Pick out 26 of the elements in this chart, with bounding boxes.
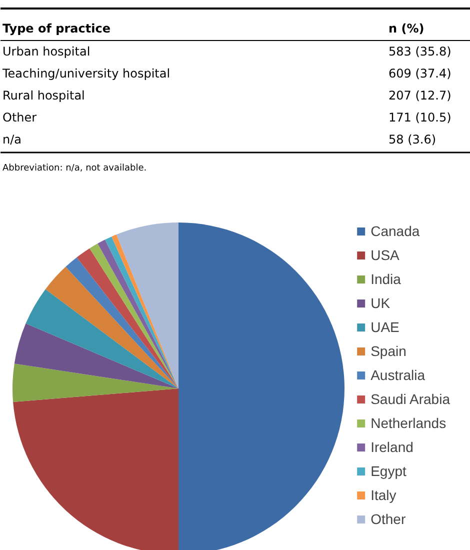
category-label: Urban hospital	[2, 44, 90, 58]
text: 609 (37.4)	[388, 66, 452, 80]
legend-label: India	[370, 270, 401, 288]
legend-label: Italy	[370, 486, 396, 504]
legend-label: Egypt	[370, 462, 406, 480]
text: 58 (3.6)	[388, 132, 436, 146]
text: n (%)	[388, 22, 424, 36]
text: Type of practice	[2, 22, 110, 36]
legend-label: Canada	[370, 222, 420, 240]
legend-label: Other	[370, 510, 406, 528]
legend-label: Netherlands	[370, 414, 446, 432]
category-label: n/a	[2, 132, 22, 146]
text: 171 (10.5)	[388, 110, 452, 124]
legend-label: Australia	[370, 366, 426, 384]
text: 207 (12.7)	[388, 88, 452, 102]
category-label: Teaching/university hospital	[2, 66, 170, 80]
legend-label: Saudi Arabia	[370, 390, 450, 408]
text: Abbreviation: n/a, not available.	[2, 164, 147, 174]
category-label: Rural hospital	[2, 88, 85, 102]
legend-label: UAE	[370, 318, 400, 336]
legend-label: UK	[370, 294, 391, 312]
legend-label: USA	[370, 246, 400, 264]
category-label: Other	[2, 110, 37, 124]
legend-label: Ireland	[370, 438, 414, 456]
legend-label: Spain	[370, 342, 406, 360]
text: 583 (35.8)	[388, 44, 452, 58]
